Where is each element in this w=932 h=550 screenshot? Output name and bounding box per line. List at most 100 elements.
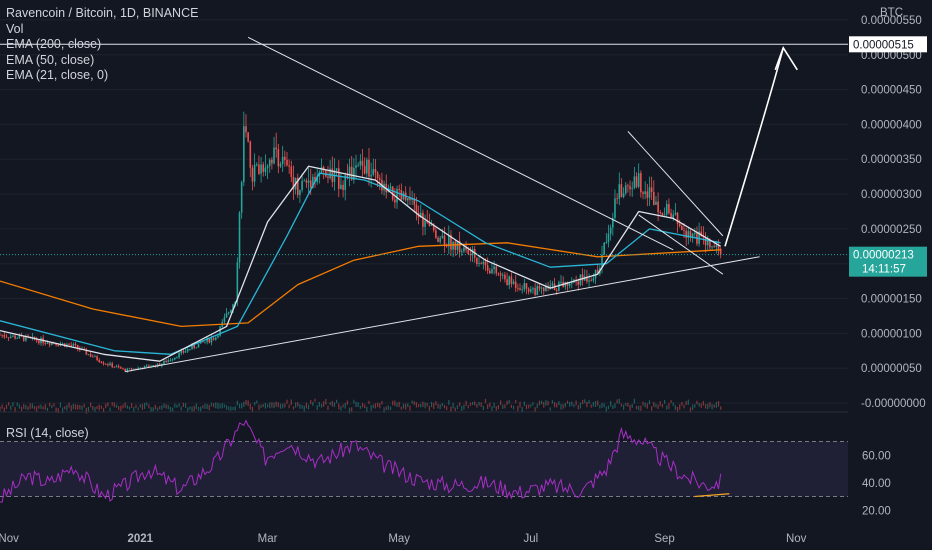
candle-body	[439, 237, 441, 242]
candle-body	[510, 276, 513, 284]
candle-body	[622, 193, 625, 198]
volume-bar	[433, 403, 435, 410]
volume-bar	[564, 402, 566, 408]
candle-body	[409, 198, 411, 201]
candle-body	[186, 349, 189, 352]
volume-bar	[327, 405, 329, 410]
candle-body	[674, 212, 677, 215]
resistance-price-box	[849, 36, 927, 53]
candle-body	[55, 343, 57, 345]
candle-body	[277, 149, 280, 167]
volume-bar	[0, 406, 1, 411]
candle-body	[240, 182, 243, 213]
candle-body	[642, 192, 644, 194]
rsi-legend[interactable]: RSI (14, close)	[6, 426, 89, 440]
volume-bar	[273, 402, 275, 409]
candle-body	[344, 175, 347, 190]
volume-bar	[217, 403, 219, 409]
volume-bar	[79, 404, 81, 410]
volume-bar	[437, 403, 439, 409]
volume-bar	[33, 405, 36, 410]
volume-bar	[469, 402, 471, 406]
candle-body	[91, 356, 94, 358]
volume-bar	[573, 404, 575, 408]
candle-body	[648, 187, 651, 198]
volume-bar	[521, 406, 523, 412]
volume-bar	[353, 399, 355, 404]
volume-bar	[463, 404, 465, 410]
candle-body	[27, 335, 29, 337]
candle-body	[624, 185, 627, 194]
candle-body	[48, 343, 51, 345]
candle-body	[38, 340, 40, 344]
candle-body	[346, 175, 349, 177]
candle-body	[653, 191, 655, 205]
volume-bar	[105, 403, 107, 409]
volume-bar	[262, 404, 264, 408]
candle-body	[577, 281, 580, 285]
legend-ema21[interactable]: EMA (21, close, 0)	[6, 68, 109, 82]
volume-bar	[301, 405, 303, 409]
candle-body	[657, 201, 659, 213]
candle-body	[176, 357, 178, 359]
candle-body	[465, 247, 467, 250]
last-price-label: 0.00000213	[853, 250, 914, 262]
candle-body	[521, 289, 523, 291]
candle-body	[441, 235, 444, 238]
candle-body	[307, 180, 310, 183]
volume-bar	[508, 399, 510, 404]
volume-bar	[241, 403, 243, 409]
volume-bar	[370, 405, 372, 411]
volume-bar	[139, 404, 141, 408]
volume-bar	[312, 401, 314, 406]
rsi-tick-label: 20.00	[862, 505, 891, 517]
volume-bar	[676, 406, 679, 413]
candle-body	[243, 126, 245, 183]
volume-bar	[368, 400, 370, 405]
candle-body	[368, 159, 370, 177]
price-tick-label: 0.00000250	[861, 224, 922, 236]
ascending-trendline	[125, 256, 760, 373]
volume-bar	[446, 406, 448, 411]
candle-body	[523, 283, 526, 290]
legend-vol[interactable]: Vol	[6, 21, 24, 36]
candle-body	[486, 265, 489, 271]
volume-bar	[374, 403, 377, 409]
volume-bar	[625, 402, 627, 406]
volume-bar	[359, 405, 361, 409]
legend-ema200[interactable]: EMA (200, close)	[6, 37, 102, 51]
candle-body	[463, 247, 465, 252]
candle-body	[316, 176, 318, 183]
volume-bar	[366, 406, 368, 412]
resistance-price-label: 0.00000515	[853, 39, 914, 51]
candle-body	[588, 280, 590, 282]
candle-body	[512, 281, 515, 284]
volume-bar	[713, 404, 715, 408]
candle-body	[255, 164, 258, 166]
candle-body	[333, 170, 336, 182]
volume-bar	[400, 406, 402, 410]
candle-body	[178, 353, 180, 358]
candle-body	[340, 184, 342, 189]
legend-title[interactable]: Ravencoin / Bitcoin, 1D, BINANCE	[6, 6, 199, 20]
candle-body	[236, 262, 239, 302]
candle-body	[450, 235, 452, 250]
candle-body	[422, 212, 424, 227]
legend-ema50[interactable]: EMA (50, close)	[6, 52, 95, 67]
volume-bar	[120, 405, 122, 412]
candle-body	[113, 366, 116, 368]
volume-bar	[566, 400, 569, 404]
candle-body	[627, 185, 629, 187]
volume-bar	[646, 403, 648, 409]
candle-body	[432, 224, 435, 231]
volume-bar	[430, 401, 433, 408]
candle-body	[225, 313, 228, 318]
candle-body	[637, 173, 640, 187]
volume-bar	[413, 401, 415, 405]
time-tick-label: Nov	[0, 533, 19, 545]
volume-bar	[187, 407, 189, 412]
volume-bar	[707, 403, 709, 410]
candle-body	[169, 360, 172, 361]
candle-body	[683, 230, 685, 231]
